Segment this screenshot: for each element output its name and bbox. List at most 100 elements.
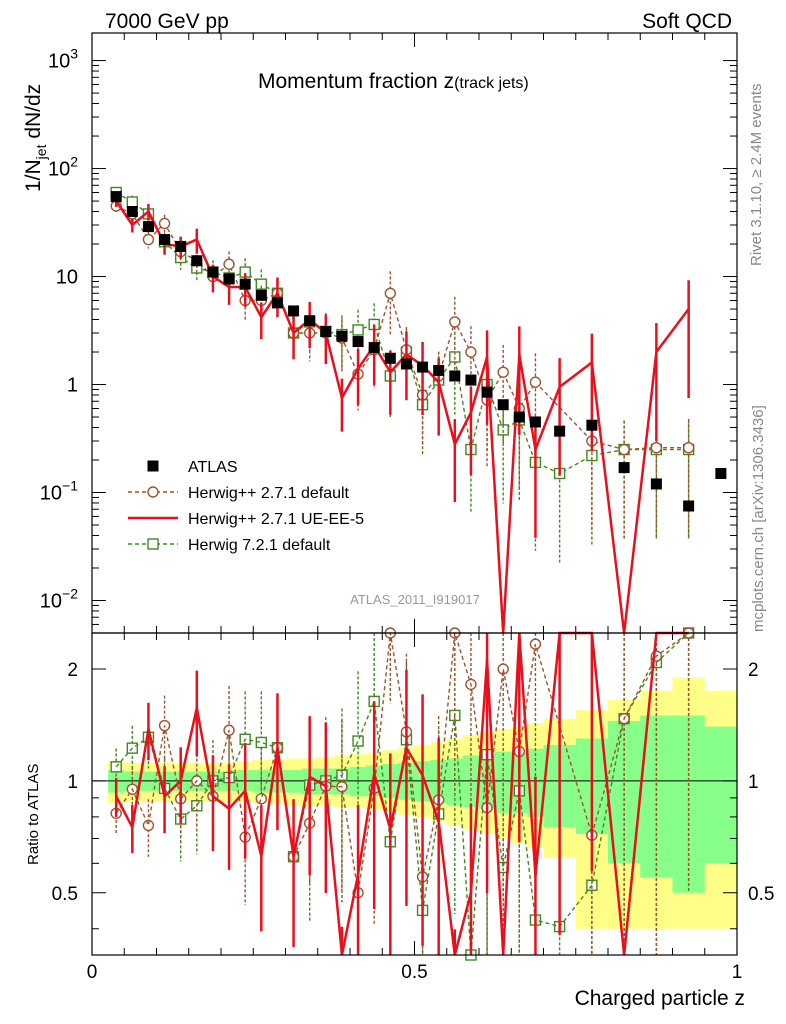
data-point (126, 196, 139, 208)
atlas-point (497, 399, 509, 411)
atlas-point (207, 266, 219, 278)
ratio-tick-label: 1 (67, 772, 78, 793)
y-tick-label: 103 (48, 46, 78, 73)
data-point (465, 346, 477, 358)
y-tick-label: 10−2 (40, 585, 78, 612)
rivet-label: Rivet 3.1.10, ≥ 2.4M events (748, 84, 765, 267)
atlas-point (400, 358, 412, 370)
y-axis-label: 1/Njet dN/dz (22, 84, 49, 192)
data-point (497, 366, 509, 378)
y-tick-label: 1 (67, 375, 78, 397)
atlas-point (126, 206, 138, 218)
x-tick-label: 0.5 (401, 962, 427, 983)
x-axis-label: Charged particle z (575, 987, 745, 1010)
legend-label: Herwig++ 2.7.1 UE-EE-5 (188, 511, 364, 528)
x-tick-label: 0 (87, 962, 98, 983)
atlas-point (175, 240, 187, 252)
legend-marker-circle (147, 486, 159, 498)
chart-title: Momentum fraction z(track jets) (258, 70, 529, 93)
atlas-point (110, 191, 122, 203)
ratio-tick-label: 2 (67, 660, 78, 681)
ratio-axis-label: Ratio to ATLAS (25, 764, 42, 865)
header-right: Soft QCD (642, 10, 732, 33)
atlas-point (384, 352, 396, 364)
series-line (115, 205, 689, 451)
data-point (223, 258, 235, 270)
atlas-point (255, 289, 267, 301)
legend-label: Herwig 7.2.1 default (188, 537, 331, 554)
data-point (449, 316, 461, 328)
ratio-tick-label: 0.5 (748, 884, 774, 905)
x-tick-label: 1 (732, 962, 743, 983)
atlas-point (223, 273, 235, 285)
atlas-point (465, 374, 477, 386)
atlas-point (554, 425, 566, 437)
atlas-point (352, 336, 364, 348)
axes-group: 0 0.5 1 10−2 10−1 1 10 102 103 0.5 0.5 1 1 2 2 (40, 33, 774, 983)
atlas-point (271, 297, 283, 309)
ratio-point (142, 819, 155, 832)
ratio-tick-label: 0.5 (52, 884, 78, 905)
source-label: mcplots.cern.ch [arXiv:1306.3436] (750, 405, 767, 632)
atlas-point (715, 467, 727, 479)
ratio-frame (91, 632, 738, 956)
y-axis-label-tail: dN/dz (22, 84, 45, 145)
series-layer (110, 186, 727, 634)
data-point (352, 324, 364, 336)
atlas-point (586, 419, 598, 431)
stat-band (108, 715, 737, 893)
header-left: 7000 GeV pp (105, 10, 229, 33)
atlas-point (368, 342, 380, 354)
legend-marker-data (147, 460, 159, 472)
y-axis-label-sub: jet (33, 144, 49, 160)
legend-label: ATLAS (188, 459, 238, 476)
ratio-point (352, 735, 364, 747)
frames (91, 32, 738, 956)
series-line (115, 191, 689, 475)
data-point (255, 278, 268, 290)
atlas-point (481, 386, 493, 398)
atlas-point (288, 305, 300, 317)
y-tick-label: 10−1 (40, 478, 78, 505)
atlas-point (683, 500, 695, 512)
data-point (158, 217, 171, 230)
analysis-id: ATLAS_2011_I919017 (350, 592, 480, 607)
ratio-point (255, 792, 268, 805)
series-line (115, 200, 690, 634)
data-point (682, 441, 695, 454)
legend-label: Herwig++ 2.7.1 default (188, 485, 350, 502)
atlas-point (417, 361, 429, 373)
atlas-point (529, 416, 541, 428)
legend-marker-square (147, 538, 159, 550)
data-point (142, 233, 155, 246)
atlas-point (433, 364, 445, 376)
atlas-point (618, 462, 630, 474)
ratio-point (255, 736, 268, 749)
atlas-point (320, 325, 332, 337)
atlas-point (304, 315, 316, 327)
data-point (384, 287, 397, 299)
y-tick-label: 102 (48, 154, 78, 181)
legend: ATLAS Herwig++ 2.7.1 default Herwig++ 2.7.… (128, 459, 364, 554)
data-point (618, 443, 630, 456)
data-point (650, 441, 663, 454)
atlas-point (239, 278, 251, 290)
ratio-series-line (115, 632, 690, 893)
atlas-point (142, 221, 154, 233)
atlas-point (336, 330, 348, 342)
ratio-series-line (115, 631, 689, 956)
ratio-series-layer (110, 627, 695, 961)
ratio-series-line (115, 632, 690, 956)
atlas-point (191, 255, 203, 267)
chart-title-sub: (track jets) (454, 75, 529, 92)
atlas-point (650, 478, 662, 490)
atlas-point (449, 370, 461, 382)
y-tick-label: 10 (56, 267, 78, 289)
atlas-point (159, 234, 171, 246)
atlas-point (513, 411, 525, 423)
ratio-tick-label: 2 (748, 660, 759, 681)
ratio-tick-label: 1 (748, 772, 759, 793)
data-point (529, 376, 542, 388)
